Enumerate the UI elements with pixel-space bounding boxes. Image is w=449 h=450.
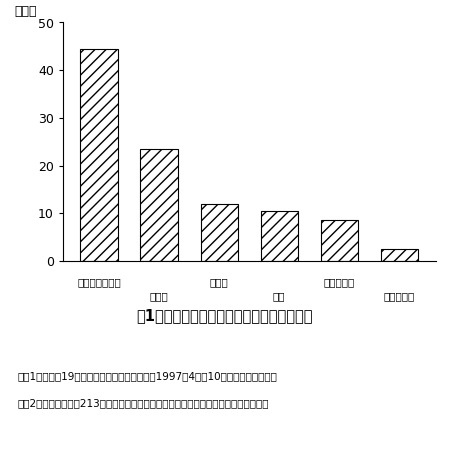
Y-axis label: （％）: （％）: [14, 5, 37, 18]
Bar: [321, 220, 358, 261]
Text: ブランド名のみ: ブランド名のみ: [77, 278, 121, 288]
Text: 無農薬: 無農薬: [210, 278, 229, 288]
Text: 2　サンプル数は213。ブランド名のみは、「有機」等の表記がない場合のもの。: 2 サンプル数は213。ブランド名のみは、「有機」等の表記がない場合のもの。: [18, 398, 269, 408]
Text: 有機: 有機: [273, 292, 286, 302]
Text: 注）1　小売店19店舗の調査より作成。調査は1997年4月～10月にかけて行った。: 注）1 小売店19店舗の調査より作成。調査は1997年4月～10月にかけて行った…: [18, 371, 278, 381]
Text: 減農薬: 減農薬: [150, 292, 168, 302]
Text: 減化学肥料: 減化学肥料: [324, 278, 355, 288]
Bar: [260, 211, 298, 261]
Text: 無化学肥料: 無化学肥料: [384, 292, 415, 302]
Bar: [201, 204, 238, 261]
Bar: [381, 249, 418, 261]
Bar: [80, 49, 118, 261]
Bar: [141, 149, 178, 261]
Text: 図1　小売店舗における有機農産物等の種類: 図1 小売店舗における有機農産物等の種類: [136, 308, 313, 323]
